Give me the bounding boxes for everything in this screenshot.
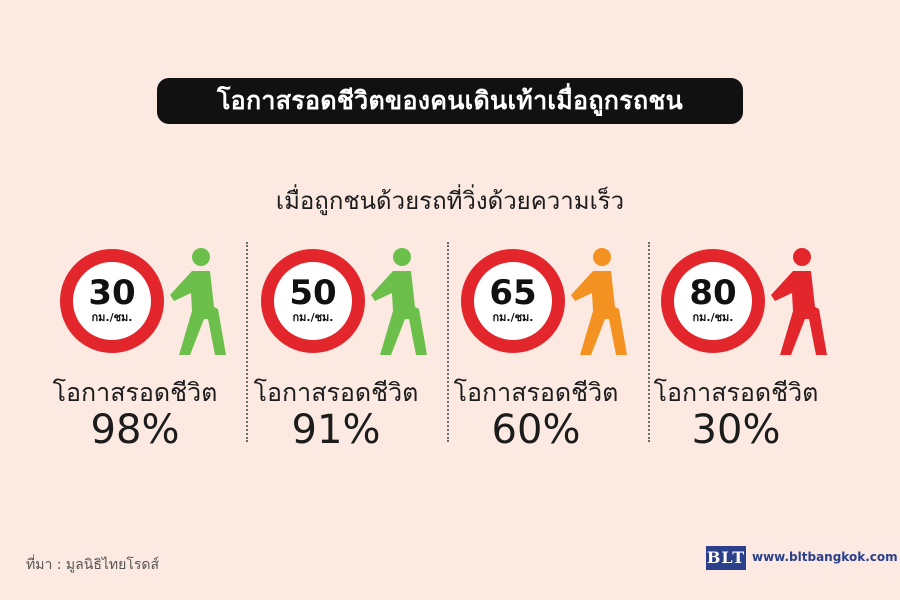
pedestrian-figure [571, 248, 627, 355]
speed-unit: กม./ชม. [292, 311, 334, 324]
pedestrian-icon [571, 248, 627, 355]
source-credit: ที่มา : มูลนิธิไทยโรดส์ [26, 557, 160, 573]
speed-panel-65: 65 กม./ชม. โอกาสรอดชีวิต 60% [454, 245, 651, 455]
pedestrian-icon [371, 248, 427, 355]
survival-label: โอกาสรอดชีวิต [253, 378, 419, 407]
speed-panel-80: 80 กม./ชม. โอกาสรอดชีวิต 30% [654, 245, 851, 455]
divider [246, 242, 248, 442]
speed-panel-30: 30 กม./ชม. โอกาสรอดชีวิต 98% [53, 245, 250, 455]
speed-panel-50: 50 กม./ชม. โอกาสรอดชีวิต 91% [254, 245, 451, 455]
survival-percent: 60% [491, 407, 581, 453]
survival-percent: 30% [691, 407, 781, 453]
speed-limit-sign: 80 กม./ชม. [661, 249, 765, 353]
divider [648, 242, 650, 442]
speed-limit-sign: 65 กม./ชม. [461, 249, 565, 353]
pedestrian-figure [771, 248, 827, 355]
speed-limit-sign: 50 กม./ชม. [261, 249, 365, 353]
page-title: โอกาสรอดชีวิตของคนเดินเท้าเมื่อถูกรถชน [157, 78, 743, 124]
survival-percent: 91% [291, 407, 381, 453]
speed-value: 30 [88, 273, 136, 313]
divider [447, 242, 449, 442]
speed-value: 65 [489, 273, 537, 313]
website-link[interactable]: www.bltbangkok.com [752, 550, 898, 564]
blt-logo: BLT [706, 546, 746, 570]
survival-label: โอกาสรอดชีวิต [653, 378, 819, 407]
speed-unit: กม./ชม. [692, 311, 734, 324]
speed-value: 80 [689, 273, 737, 313]
speed-limit-sign: 30 กม./ชม. [60, 249, 164, 353]
pedestrian-icon [771, 248, 827, 355]
survival-label: โอกาสรอดชีวิต [52, 378, 218, 407]
speed-value: 50 [289, 273, 337, 313]
subtitle: เมื่อถูกชนด้วยรถที่วิ่งด้วยความเร็ว [275, 187, 625, 215]
speed-unit: กม./ชม. [91, 311, 133, 324]
pedestrian-figure [371, 248, 427, 355]
speed-unit: กม./ชม. [492, 311, 534, 324]
survival-percent: 98% [90, 407, 180, 453]
pedestrian-icon [170, 248, 226, 355]
survival-label: โอกาสรอดชีวิต [453, 378, 619, 407]
pedestrian-figure [170, 248, 226, 355]
